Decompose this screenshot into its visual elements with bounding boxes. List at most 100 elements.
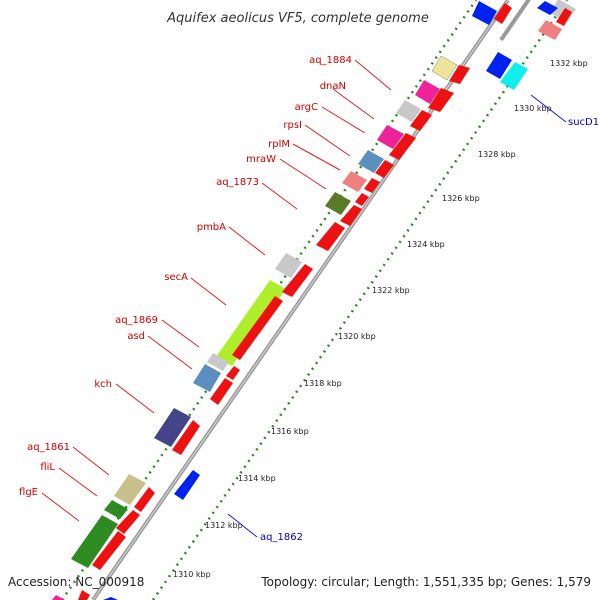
gene-feature [389,133,416,160]
tick-label: 1316 kbp [271,427,309,436]
gene-label: dnaN [320,81,346,92]
gene-label: flgE [19,487,38,498]
gene-label: aq_1862 [260,532,303,543]
gene-feature [550,0,576,22]
gene-leader-line [354,59,392,91]
gene-leader-line [58,467,98,497]
gene-feature [174,470,200,500]
gene-leader-line [228,226,266,256]
gene-features [52,0,576,600]
gene-leader-line [190,277,227,306]
gene-label: aq_1873 [216,177,259,188]
gene-leader-line [321,106,366,134]
gene-feature [316,222,345,251]
gene-label: mraW [246,154,276,165]
tick-label: 1312 kbp [205,521,243,530]
gene-feature [538,20,562,40]
accession-text: Accession: NC_000918 [8,575,144,589]
gene-feature [114,474,146,505]
gene-feature [282,264,313,297]
gene-feature [342,171,367,192]
tick-label: 1328 kbp [478,150,516,159]
gene-leader-line [530,94,567,123]
gene-feature [134,487,155,512]
gene-leader-line [161,319,200,348]
gene-label: secA [164,272,188,283]
gene-feature [207,353,229,371]
gene-leader-line [41,492,80,522]
gene-feature [358,150,384,173]
gene-feature [193,364,221,392]
gene-feature [275,253,302,278]
tick-labels: 1310 kbp 1312 kbp 1314 kbp 1316 kbp 1318 kbp… [173,59,588,579]
gene-feature [104,500,128,519]
gene-feature [556,8,572,26]
topology-text: Topology: circular; Length: 1,551,335 bp… [260,575,591,589]
gene-feature [340,205,362,226]
gene-leader-line [261,182,298,210]
gene-feature [486,52,512,79]
gene-label: kch [94,379,112,390]
gene-leader-line [304,124,351,157]
gene-feature [375,160,394,178]
gene-feature [431,55,458,81]
tick-label: 1330 kbp [514,104,552,113]
gene-feature [377,125,404,149]
gene-leader-line [147,335,193,370]
gene-feature [325,192,351,215]
gene-feature [78,590,90,600]
gene-leader-line [279,158,327,190]
gene-label: pmbA [197,222,226,233]
gene-feature [415,80,440,104]
reverse-tick-row [151,0,569,600]
gene-feature [537,1,558,15]
tick-label: 1320 kbp [338,332,376,341]
tick-label: 1326 kbp [442,194,480,203]
gene-leader-line [227,513,258,538]
gene-feature [210,378,233,405]
gene-label: fliL [40,462,55,473]
tick-label: 1332 kbp [550,59,588,68]
gene-label: aq_1861 [27,442,70,453]
gene-feature [232,296,283,360]
gene-label: rpsI [283,120,302,131]
gene-feature [71,515,118,568]
gene-feature [355,193,369,206]
gene-label: argC [295,102,318,113]
gene-label: asd [127,331,145,342]
gene-label: rplM [268,139,290,150]
tick-label: 1322 kbp [372,286,410,295]
gene-feature [172,420,200,455]
gene-feature [500,62,528,90]
gene-feature [449,65,470,84]
gene-feature [103,597,118,600]
gene-label: aq_1869 [115,315,158,326]
gene-feature [396,100,421,122]
gene-leader-line [115,383,155,414]
gene-feature [428,88,454,112]
gene-leader-line [72,446,110,476]
gene-label: aq_1884 [309,55,352,66]
gene-leader-line [292,143,341,171]
tick-label: 1324 kbp [407,240,445,249]
tick-label: 1310 kbp [173,570,211,579]
gene-feature [92,531,126,570]
gene-feature [116,510,140,534]
gene-feature [216,280,286,366]
gene-feature [226,366,240,380]
gene-feature [472,1,497,25]
gene-feature [494,3,512,24]
gene-feature [410,110,432,131]
gene-feature [154,408,191,447]
map-title: Aquifex aeolicus VF5, complete genome [166,11,429,26]
tick-label: 1314 kbp [238,474,276,483]
gene-feature [364,178,380,193]
gene-leader-line [332,88,375,120]
tick-marks [60,0,569,600]
gene-label: sucD1 [568,117,599,128]
gene-feature [52,595,65,600]
tick-label: 1318 kbp [304,379,342,388]
